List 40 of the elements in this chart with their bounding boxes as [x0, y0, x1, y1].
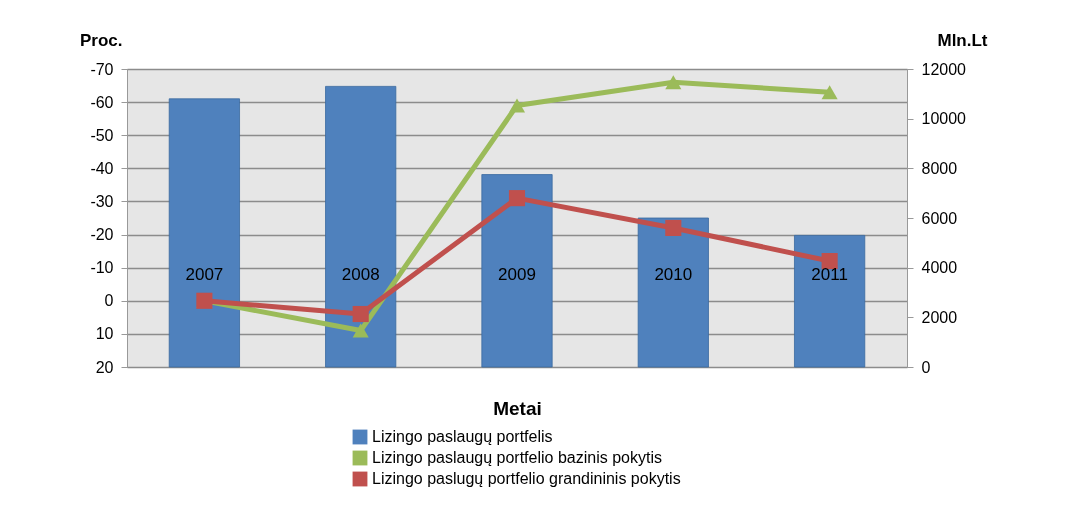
y-tick-label: -10 [90, 259, 114, 277]
y2-tick-label: 12000 [921, 60, 967, 78]
x-tick-label: 2007 [185, 265, 224, 285]
legend-label: Lizingo paslaugų portfelio bazinis pokytis [372, 449, 662, 466]
x-tick-label: 2009 [498, 265, 536, 285]
bar [637, 217, 709, 368]
bar [794, 234, 866, 368]
y-tick-label: 0 [104, 292, 114, 310]
y2-tick-label: 4000 [921, 259, 958, 277]
bar [325, 85, 397, 368]
y2-tick-label: 8000 [921, 159, 958, 177]
point [508, 190, 526, 207]
point [508, 98, 526, 113]
x-tick-label: 2011 [811, 265, 848, 285]
y2-tick-label: 2000 [921, 308, 958, 326]
y-tick-label: 10 [95, 325, 114, 343]
y-tick-label: -50 [90, 126, 114, 144]
legend-label: Lizingo paslaugų portfelis [372, 428, 553, 445]
point [665, 219, 682, 236]
y2-axis-title: Mln.Lt [937, 30, 988, 50]
y2-tick-label: 0 [921, 358, 931, 376]
x-tick-label: 2008 [341, 265, 380, 285]
bar [481, 174, 553, 368]
y2-tick-label: 6000 [921, 209, 958, 227]
point [665, 75, 682, 90]
y-tick-label: -60 [90, 93, 114, 111]
y-axis-title: Proc. [79, 30, 123, 50]
x-tick-label: 2010 [654, 265, 693, 285]
point [821, 85, 838, 100]
legend-label: Lizingo paslugų portfelio grandininis pokytis [372, 470, 681, 487]
point [352, 323, 369, 338]
y-tick-label: -30 [90, 192, 114, 210]
y2-tick-label: 10000 [921, 110, 967, 128]
y-tick-label: -40 [90, 159, 114, 177]
y-tick-label: -20 [90, 226, 114, 244]
y-tick-label: -70 [90, 60, 114, 78]
y-tick-label: 20 [95, 358, 114, 376]
bar [168, 98, 240, 368]
point [352, 305, 369, 323]
x-axis-title: Metai [493, 397, 542, 419]
